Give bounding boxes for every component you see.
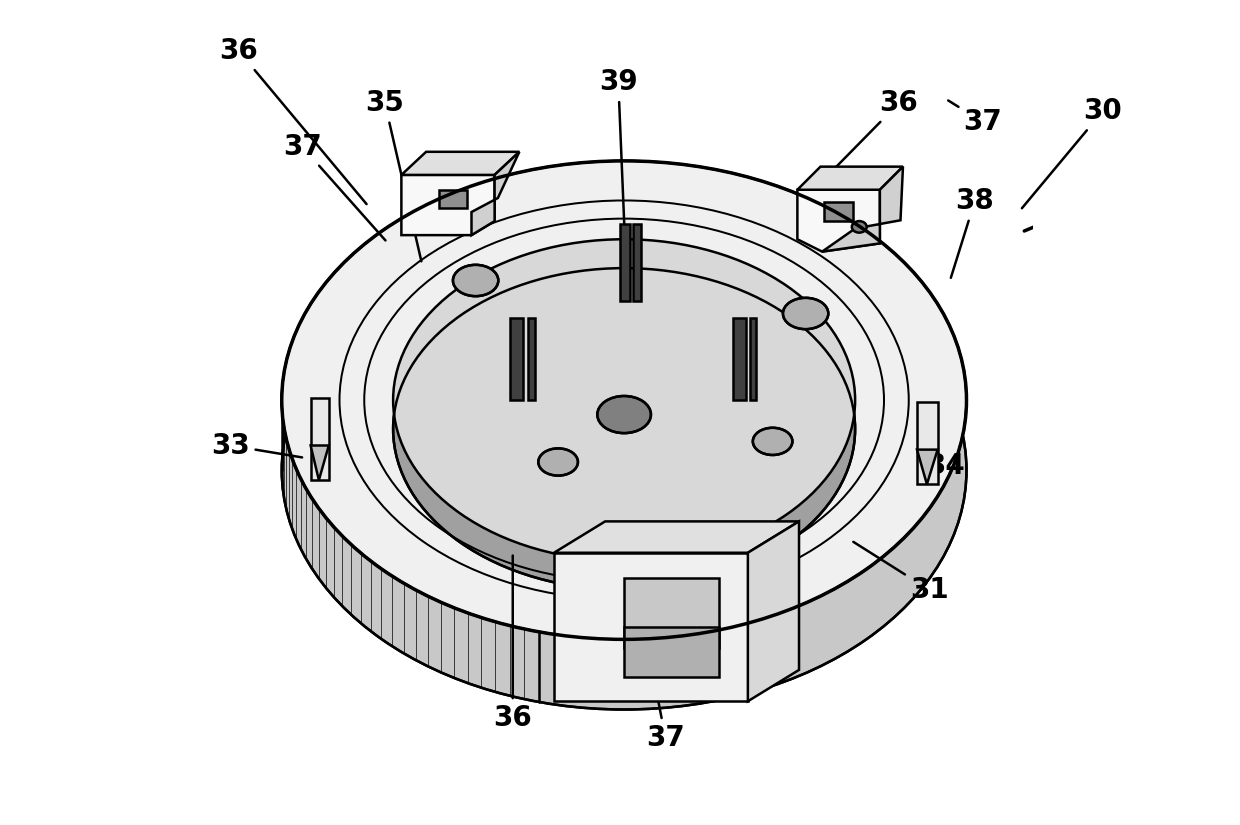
Text: 37: 37 bbox=[283, 133, 386, 240]
Polygon shape bbox=[439, 190, 467, 208]
Polygon shape bbox=[733, 318, 746, 400]
Polygon shape bbox=[823, 202, 853, 221]
Text: 36: 36 bbox=[494, 555, 532, 732]
Polygon shape bbox=[749, 318, 756, 400]
Ellipse shape bbox=[281, 161, 966, 639]
Polygon shape bbox=[620, 224, 630, 301]
Polygon shape bbox=[634, 224, 641, 301]
Text: 39: 39 bbox=[599, 68, 637, 278]
Polygon shape bbox=[281, 363, 929, 710]
Text: 33: 33 bbox=[211, 431, 303, 460]
Ellipse shape bbox=[281, 231, 966, 710]
Polygon shape bbox=[918, 450, 937, 484]
Polygon shape bbox=[797, 190, 880, 252]
Ellipse shape bbox=[393, 239, 856, 561]
Polygon shape bbox=[511, 318, 523, 400]
Text: 35: 35 bbox=[366, 89, 422, 262]
Text: 37: 37 bbox=[949, 101, 1002, 136]
Polygon shape bbox=[286, 161, 929, 433]
Polygon shape bbox=[748, 521, 799, 701]
Polygon shape bbox=[822, 167, 903, 252]
Ellipse shape bbox=[393, 268, 856, 590]
Text: 36: 36 bbox=[804, 89, 919, 200]
Polygon shape bbox=[624, 627, 719, 676]
Text: 30: 30 bbox=[1022, 97, 1122, 208]
Polygon shape bbox=[554, 521, 799, 553]
Ellipse shape bbox=[598, 396, 651, 433]
Polygon shape bbox=[624, 578, 719, 648]
Text: 34: 34 bbox=[921, 452, 965, 480]
Ellipse shape bbox=[538, 449, 578, 475]
Polygon shape bbox=[311, 446, 329, 480]
Polygon shape bbox=[402, 152, 520, 175]
Text: 37: 37 bbox=[645, 634, 684, 752]
Polygon shape bbox=[554, 553, 748, 701]
Polygon shape bbox=[402, 175, 495, 235]
Polygon shape bbox=[471, 152, 520, 235]
Ellipse shape bbox=[753, 427, 792, 455]
Text: 38: 38 bbox=[951, 187, 994, 278]
Text: 31: 31 bbox=[853, 542, 949, 604]
Text: 36: 36 bbox=[219, 37, 367, 204]
Ellipse shape bbox=[453, 265, 498, 296]
Polygon shape bbox=[528, 318, 534, 400]
Polygon shape bbox=[311, 398, 329, 480]
Ellipse shape bbox=[852, 221, 867, 233]
Ellipse shape bbox=[782, 298, 828, 329]
Polygon shape bbox=[918, 402, 937, 484]
Polygon shape bbox=[797, 167, 903, 190]
